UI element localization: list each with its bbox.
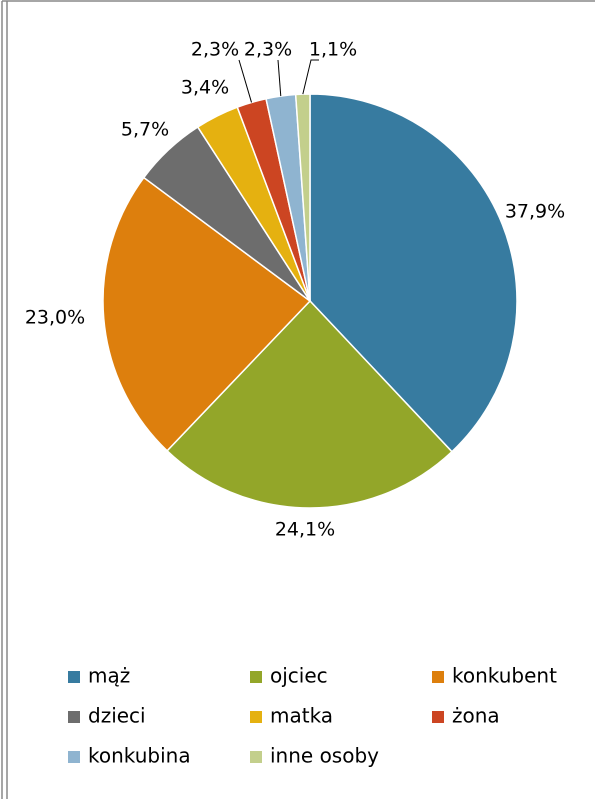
- pie-slice: [166, 299, 453, 509]
- legend-label: konkubent: [452, 664, 557, 688]
- pie-slice: [294, 93, 311, 302]
- legend-swatch: [68, 671, 80, 683]
- pie-slice: [309, 93, 518, 453]
- legend-swatch: [250, 711, 262, 723]
- legend-swatch: [68, 711, 80, 723]
- legend-swatch: [432, 711, 444, 723]
- leader-line: [302, 59, 319, 95]
- data-label: 24,1%: [275, 519, 335, 541]
- pie-slice: [102, 176, 312, 452]
- data-label: 2,3%: [244, 39, 292, 61]
- legend-swatch: [250, 751, 262, 763]
- legend-label: mąż: [88, 664, 130, 688]
- legend-label: matka: [270, 704, 333, 728]
- legend-label: ojciec: [270, 664, 328, 688]
- data-label: 37,9%: [505, 201, 565, 223]
- legend-swatch: [250, 671, 262, 683]
- legend-label: konkubina: [88, 744, 191, 768]
- data-label: 5,7%: [121, 119, 169, 141]
- legend-label: żona: [452, 704, 500, 728]
- legend-swatch: [68, 751, 80, 763]
- leader-line: [238, 59, 252, 103]
- leader-line: [277, 59, 282, 97]
- legend-label: dzieci: [88, 704, 146, 728]
- legend-label: inne osoby: [270, 744, 379, 768]
- data-label: 23,0%: [25, 307, 85, 329]
- data-label: 1,1%: [309, 39, 357, 61]
- data-label: 2,3%: [191, 39, 239, 61]
- data-label: 3,4%: [181, 77, 229, 99]
- legend-swatch: [432, 671, 444, 683]
